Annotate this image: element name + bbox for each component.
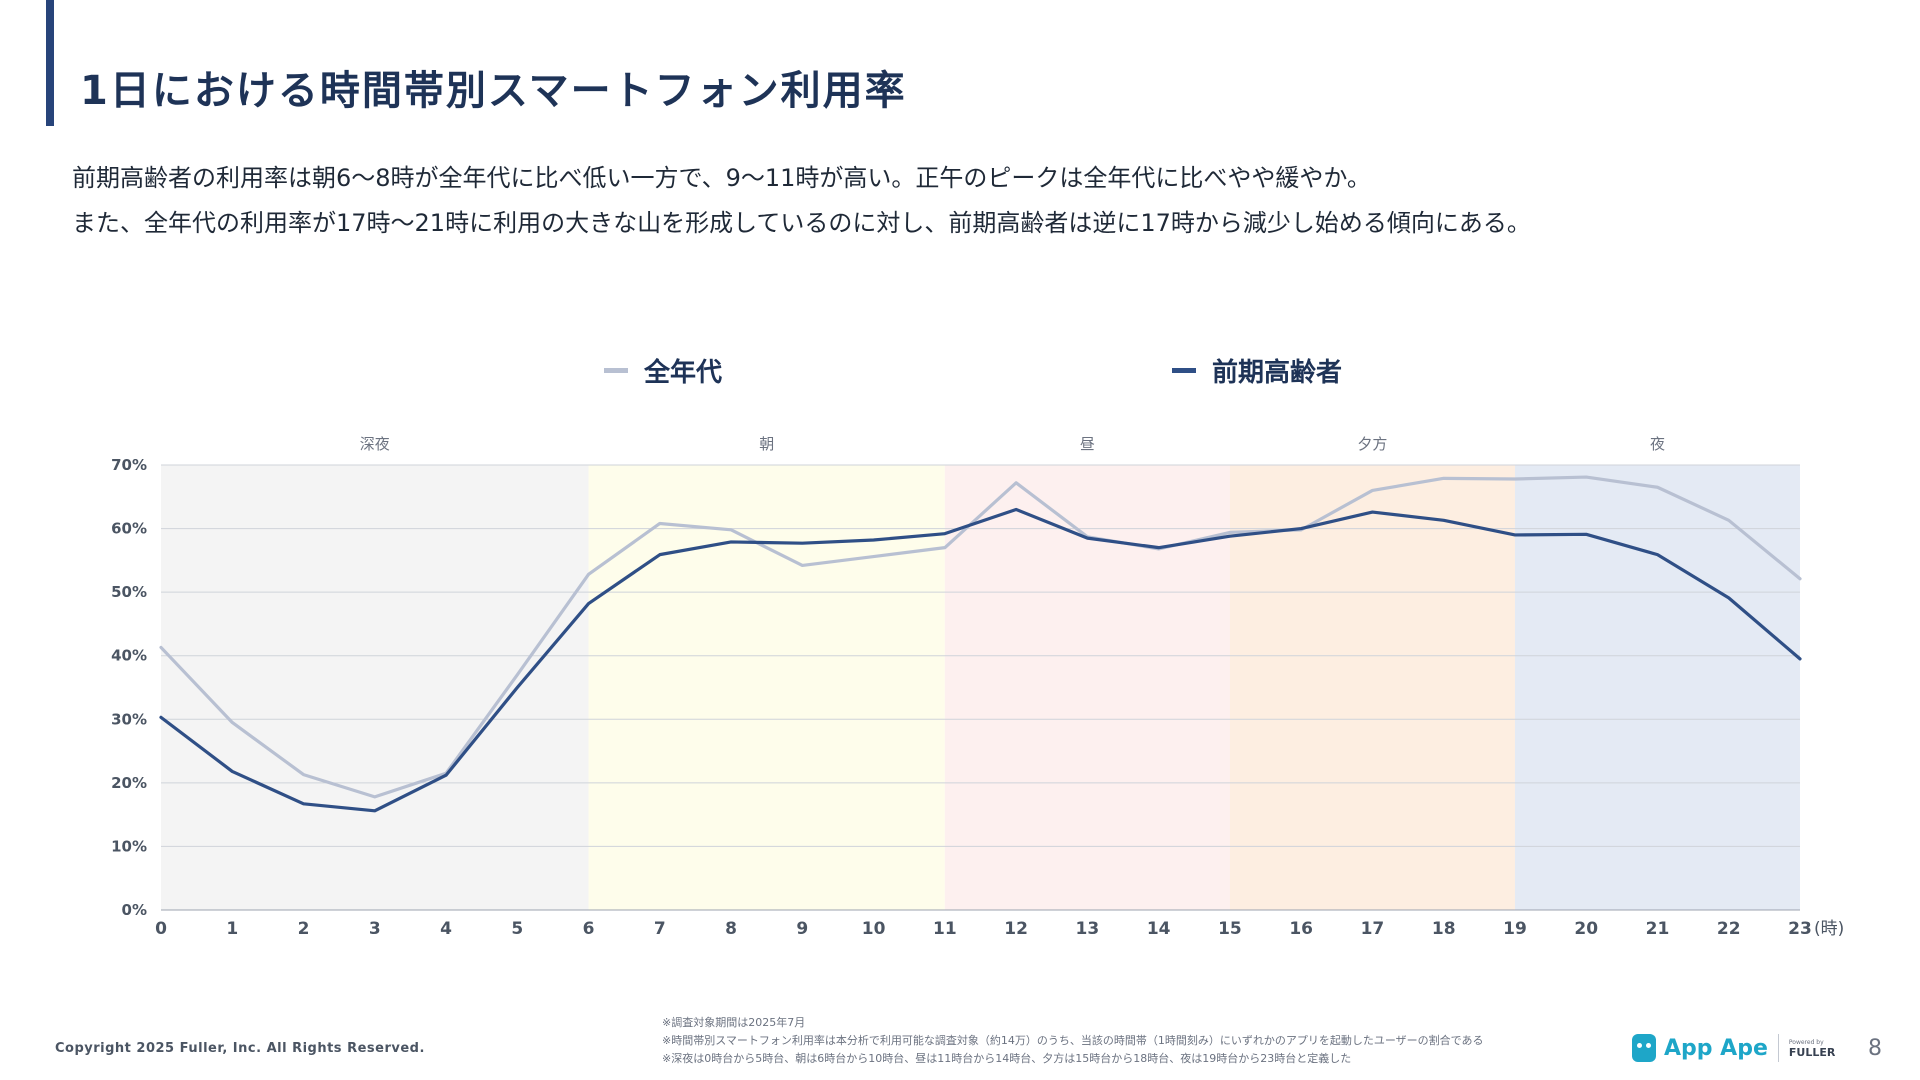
x-tick-label: 9: [796, 919, 808, 939]
copyright: Copyright 2025 Fuller, Inc. All Rights R…: [55, 1041, 425, 1056]
period-label-1: 朝: [759, 435, 774, 453]
period-band-0: [161, 465, 589, 910]
legend-item-all-ages: 全年代: [604, 352, 722, 389]
description: 前期高齢者の利用率は朝6〜8時が全年代に比べ低い一方で、9〜11時が高い。正午の…: [72, 156, 1531, 246]
x-tick-label: 18: [1432, 919, 1456, 939]
app-ape-logo: App Ape Powered by FULLER: [1632, 1034, 1835, 1062]
fuller-logo: Powered by FULLER: [1789, 1038, 1835, 1058]
logo-company: FULLER: [1788, 1046, 1836, 1059]
page-number: 8: [1868, 1036, 1882, 1061]
x-tick-label: 20: [1574, 919, 1598, 939]
app-ape-icon: [1632, 1034, 1656, 1062]
x-tick-label: 19: [1503, 919, 1527, 939]
y-tick-label: 0%: [122, 901, 147, 919]
legend-label-all-ages: 全年代: [644, 358, 723, 388]
logo-divider: [1777, 1034, 1779, 1062]
x-tick-label: 21: [1646, 919, 1670, 939]
footnotes: ※調査対象期間は2025年7月 ※時間帯別スマートフォン利用率は本分析で利用可能…: [662, 1014, 1484, 1068]
x-tick-label: 10: [862, 919, 886, 939]
logo-text: App Ape: [1664, 1035, 1768, 1061]
y-tick-label: 40%: [111, 647, 147, 665]
x-tick-label: 14: [1147, 919, 1171, 939]
period-label-2: 昼: [1080, 435, 1095, 453]
description-line-1: 前期高齢者の利用率は朝6〜8時が全年代に比べ低い一方で、9〜11時が高い。正午の…: [72, 164, 1371, 192]
y-tick-label: 50%: [111, 583, 147, 601]
period-band-1: [588, 465, 945, 910]
x-tick-label: 5: [511, 919, 523, 939]
footnote-2: ※時間帯別スマートフォン利用率は本分析で利用可能な調査対象（約14万）のうち、当…: [662, 1034, 1484, 1047]
legend-swatch-all-ages: [604, 368, 628, 373]
y-tick-label: 30%: [111, 710, 147, 728]
y-tick-label: 70%: [111, 456, 147, 474]
x-tick-label: 16: [1289, 919, 1313, 939]
period-band-3: [1229, 465, 1515, 910]
y-tick-label: 10%: [111, 837, 147, 855]
footnote-3: ※深夜は0時台から5時台、朝は6時台から10時台、昼は11時台から14時台、夕方…: [662, 1052, 1352, 1065]
title-accent-bar: [46, 0, 54, 126]
x-tick-label: 3: [369, 919, 381, 939]
x-tick-label: 17: [1361, 919, 1385, 939]
line-chart: 深夜朝昼夕方 夜0%10%20%30%40%50%60%70%0 1 2 3 4 5 6 7 8 9…: [111, 435, 1844, 939]
period-label-0: 深夜: [360, 435, 390, 453]
x-tick-label: 6: [583, 919, 595, 939]
footnote-1: ※調査対象期間は2025年7月: [662, 1016, 806, 1029]
x-axis-label: (時): [1814, 919, 1844, 939]
series-line-all-ages: [159, 475, 1802, 799]
period-band-4: [1514, 465, 1800, 910]
x-tick-label: 15: [1218, 919, 1242, 939]
logo-powered: Powered by: [1788, 1039, 1824, 1046]
x-tick-label: 11: [933, 919, 957, 939]
series-line-seniors: [159, 507, 1802, 813]
x-tick-label: 23: [1788, 919, 1812, 939]
y-tick-label: 20%: [111, 774, 147, 792]
x-tick-label: 12: [1004, 919, 1028, 939]
x-tick-label: 0: [155, 919, 167, 939]
x-tick-label: 2: [298, 919, 310, 939]
legend-swatch-seniors: [1172, 368, 1196, 373]
period-label-3: 夕方: [1357, 435, 1387, 453]
x-tick-label: 13: [1076, 919, 1100, 939]
legend-label-seniors: 前期高齢者: [1212, 358, 1343, 388]
period-label-4: 夜: [1650, 435, 1665, 453]
x-tick-label: 22: [1717, 919, 1741, 939]
x-tick-label: 4: [440, 919, 452, 939]
x-tick-label: 1: [226, 919, 238, 939]
description-line-2: また、全年代の利用率が17時〜21時に利用の大きな山を形成しているのに対し、前期…: [72, 209, 1531, 237]
x-tick-label: 8: [725, 919, 737, 939]
legend-item-seniors: 前期高齢者: [1172, 352, 1342, 389]
page-title: 1日における時間帯別スマートフォン利用率: [80, 68, 907, 114]
period-band-2: [944, 465, 1230, 910]
x-tick-label: 7: [654, 919, 666, 939]
y-tick-label: 60%: [111, 520, 147, 538]
